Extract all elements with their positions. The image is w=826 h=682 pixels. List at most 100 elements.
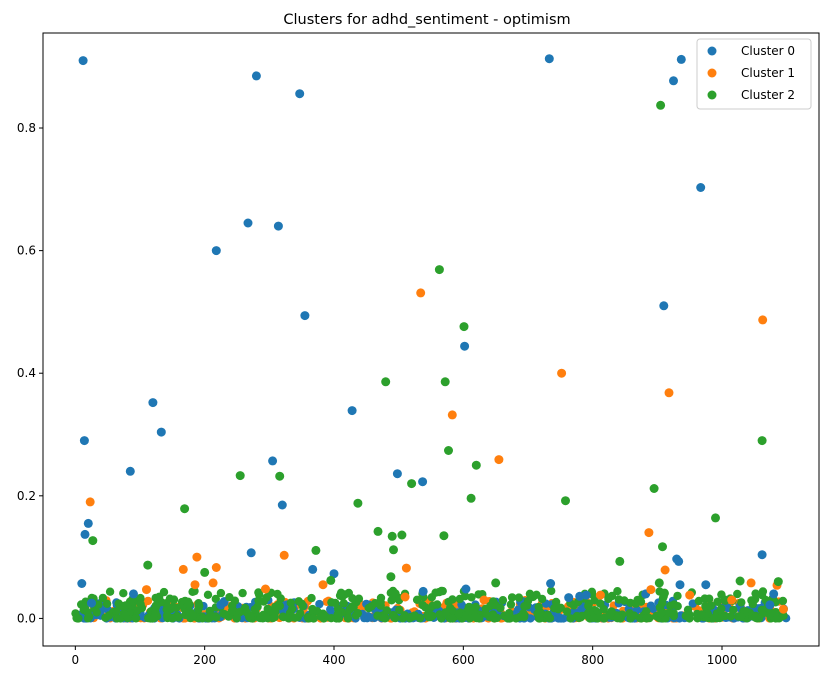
cluster-2-point [344, 588, 353, 598]
cluster-2-point [606, 611, 615, 620]
cluster-2-point [751, 613, 760, 622]
cluster-2-point [143, 560, 153, 570]
cluster-2-point [613, 587, 622, 596]
y-tick-label: 0.0 [17, 611, 36, 625]
cluster-2-point [711, 513, 720, 523]
cluster-2-point [721, 596, 730, 605]
cluster-0-point [696, 183, 706, 192]
cluster-1-point [494, 455, 504, 465]
cluster-0-point [156, 427, 166, 437]
cluster-1-point [644, 528, 654, 538]
cluster-2-point [345, 605, 354, 614]
cluster-0-point [273, 221, 283, 231]
cluster-1-point [595, 590, 605, 600]
cluster-2-point [589, 613, 598, 623]
cluster-2-point [658, 542, 667, 552]
cluster-1-point [192, 552, 202, 562]
cluster-2-point [254, 596, 263, 605]
legend-label-cluster-1: Cluster 1 [741, 66, 795, 80]
cluster-2-point [336, 588, 346, 597]
cluster-2-point [607, 591, 617, 601]
cluster-2-point [713, 597, 722, 606]
cluster-2-point [308, 604, 317, 614]
cluster-2-point [387, 596, 396, 605]
cluster-2-point [448, 595, 457, 604]
cluster-2-point [102, 599, 112, 608]
x-tick-label: 0 [72, 653, 80, 667]
cluster-2-point [554, 605, 563, 614]
cluster-1-point [178, 564, 188, 574]
cluster-1-point [261, 584, 270, 594]
cluster-2-point [467, 593, 476, 602]
cluster-0-point [418, 477, 428, 487]
cluster-2-point [596, 599, 605, 608]
cluster-1-point [660, 565, 670, 575]
cluster-2-point [353, 498, 363, 508]
cluster-0-point [757, 550, 767, 560]
cluster-0-point [78, 56, 88, 66]
cluster-2-point [427, 593, 436, 602]
cluster-2-point [273, 589, 282, 599]
cluster-2-point [705, 594, 714, 603]
cluster-1-point [318, 580, 328, 590]
cluster-2-point [717, 590, 726, 599]
cluster-2-point [119, 589, 128, 598]
cluster-2-point [254, 588, 263, 597]
cluster-0-point [129, 589, 138, 599]
cluster-1-point [208, 578, 218, 588]
x-axis: 0 200 400 600 800 1000 [72, 646, 737, 667]
cluster-0-point [87, 598, 96, 608]
cluster-1-point [400, 592, 410, 602]
legend: Cluster 0 Cluster 1 Cluster 2 [696, 38, 812, 110]
cluster-2-point [83, 614, 93, 623]
cluster-2-point [73, 614, 82, 623]
cluster-0-point [251, 71, 261, 81]
cluster-1-point [778, 604, 788, 614]
cluster-2-point [180, 504, 190, 514]
legend-marker-cluster-1 [707, 68, 717, 78]
cluster-1-point [758, 315, 768, 325]
cluster-2-point [114, 599, 123, 608]
legend-label-cluster-0: Cluster 0 [741, 44, 795, 58]
cluster-1-point [646, 585, 656, 595]
cluster-2-point [492, 613, 502, 623]
cluster-2-point [735, 576, 745, 586]
cluster-2-point [151, 608, 160, 617]
cluster-2-point [498, 596, 508, 605]
y-axis: 0.0 0.2 0.4 0.6 0.8 [17, 121, 43, 625]
cluster-0-point [659, 301, 669, 311]
cluster-0-point [765, 600, 775, 610]
cluster-2-point [757, 436, 767, 446]
cluster-2-point [758, 587, 768, 596]
cluster-2-point [112, 607, 121, 616]
cluster-0-point [211, 246, 221, 256]
x-tick-label: 800 [581, 653, 604, 667]
cluster-0-point [77, 579, 87, 588]
cluster-2-point [307, 593, 316, 603]
cluster-2-point [649, 484, 659, 493]
cluster-2-point [354, 594, 364, 603]
cluster-2-point [188, 611, 198, 620]
cluster-2-point [235, 471, 245, 481]
y-tick-label: 0.4 [17, 366, 36, 380]
cluster-0-point [329, 569, 339, 579]
cluster-2-point [729, 605, 738, 615]
cluster-2-point [519, 612, 529, 622]
cluster-2-point [645, 613, 654, 623]
cluster-2-point [203, 590, 213, 599]
cluster-2-point [77, 600, 86, 609]
cluster-1-point [190, 580, 200, 590]
cluster-2-point [505, 608, 514, 618]
cluster-2-point [469, 607, 478, 616]
cluster-2-point [211, 594, 220, 604]
cluster-2-point [242, 608, 252, 617]
cluster-2-point [309, 614, 318, 623]
cluster-2-point [205, 606, 214, 616]
cluster-2-point [465, 614, 475, 623]
cluster-2-point [778, 596, 788, 606]
cluster-2-point [434, 265, 444, 275]
cluster-0-point [769, 589, 779, 599]
cluster-2-point [736, 612, 746, 621]
